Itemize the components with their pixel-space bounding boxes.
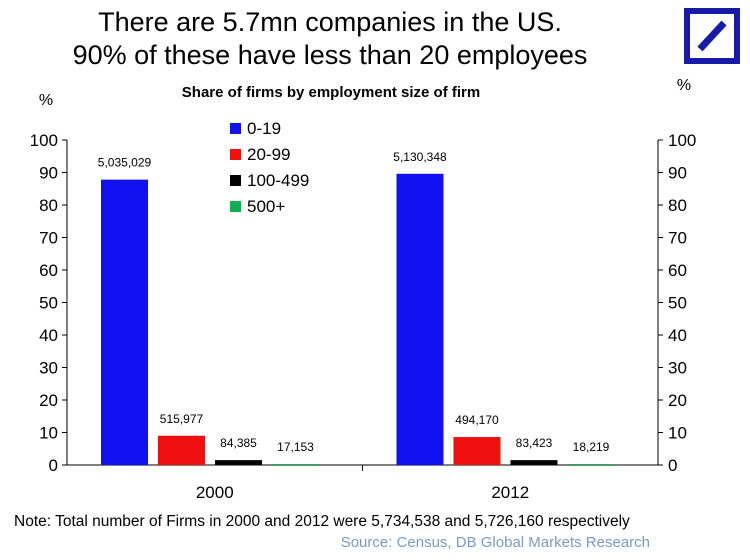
y-tick-label-right: 40 xyxy=(668,326,687,345)
y-tick-label-right: 90 xyxy=(668,164,687,183)
y-tick-label-left: 40 xyxy=(39,326,58,345)
y-tick-label-left: 20 xyxy=(39,391,58,410)
y-tick-label-right: 0 xyxy=(668,456,677,475)
y-tick-label-right: 30 xyxy=(668,359,687,378)
legend-label-20-99: 20-99 xyxy=(247,145,290,164)
headline: There are 5.7mn companies in the US. 90%… xyxy=(0,6,660,72)
legend-swatch-500+ xyxy=(230,201,241,212)
x-tick-label: 2012 xyxy=(491,483,529,502)
bar-20-99-2000 xyxy=(158,435,205,465)
data-label-0-19-2000: 5,035,029 xyxy=(98,156,152,170)
data-label-500+-2012: 18,219 xyxy=(573,440,610,454)
legend-swatch-100-499 xyxy=(230,175,241,186)
y-axis-label-left: % xyxy=(39,92,53,109)
data-label-0-19-2012: 5,130,348 xyxy=(393,150,447,164)
legend-swatch-0-19 xyxy=(230,123,241,134)
y-tick-label-right: 70 xyxy=(668,229,687,248)
legend-label-0-19: 0-19 xyxy=(247,119,281,138)
deutsche-bank-logo-icon xyxy=(684,8,740,64)
bar-chart: Share of firms by employment size of fir… xyxy=(30,77,697,502)
y-tick-label-right: 60 xyxy=(668,261,687,280)
y-tick-label-left: 50 xyxy=(39,294,58,313)
y-tick-label-left: 0 xyxy=(49,456,58,475)
legend-label-100-499: 100-499 xyxy=(247,171,309,190)
y-tick-label-right: 50 xyxy=(668,294,687,313)
data-label-100-499-2000: 84,385 xyxy=(220,436,257,450)
data-label-20-99-2000: 515,977 xyxy=(160,412,204,426)
data-label-100-499-2012: 83,423 xyxy=(516,436,553,450)
legend-label-500+: 500+ xyxy=(247,197,285,216)
y-tick-label-left: 70 xyxy=(39,229,58,248)
data-label-500+-2000: 17,153 xyxy=(277,440,314,454)
y-tick-label-left: 30 xyxy=(39,359,58,378)
bar-500+-2000 xyxy=(272,464,319,465)
headline-line-2: 90% of these have less than 20 employees xyxy=(72,40,588,70)
y-tick-label-right: 100 xyxy=(668,131,696,150)
legend-swatch-20-99 xyxy=(230,149,241,160)
y-tick-label-left: 100 xyxy=(30,131,58,150)
source-line: Source: Census, DB Global Markets Resear… xyxy=(340,534,650,551)
bar-100-499-2000 xyxy=(215,460,262,465)
bar-0-19-2012 xyxy=(396,173,444,466)
x-tick-label: 2000 xyxy=(196,483,234,502)
bar-20-99-2012 xyxy=(453,437,501,465)
bar-100-499-2012 xyxy=(510,460,558,465)
y-tick-label-right: 80 xyxy=(668,196,687,215)
y-tick-label-left: 80 xyxy=(39,196,58,215)
bar-0-19-2000 xyxy=(101,179,148,465)
footnote: Note: Total number of Firms in 2000 and … xyxy=(14,513,630,530)
bar-500+-2012 xyxy=(567,464,615,465)
y-axis-label-right: % xyxy=(677,77,691,94)
headline-line-1: There are 5.7mn companies in the US. xyxy=(98,7,562,37)
y-tick-label-left: 10 xyxy=(39,424,58,443)
y-tick-label-left: 90 xyxy=(39,164,58,183)
y-tick-label-left: 60 xyxy=(39,261,58,280)
chart-title: Share of firms by employment size of fir… xyxy=(182,84,480,101)
y-tick-label-right: 20 xyxy=(668,391,687,410)
y-tick-label-right: 10 xyxy=(668,424,687,443)
data-label-20-99-2012: 494,170 xyxy=(455,413,499,427)
